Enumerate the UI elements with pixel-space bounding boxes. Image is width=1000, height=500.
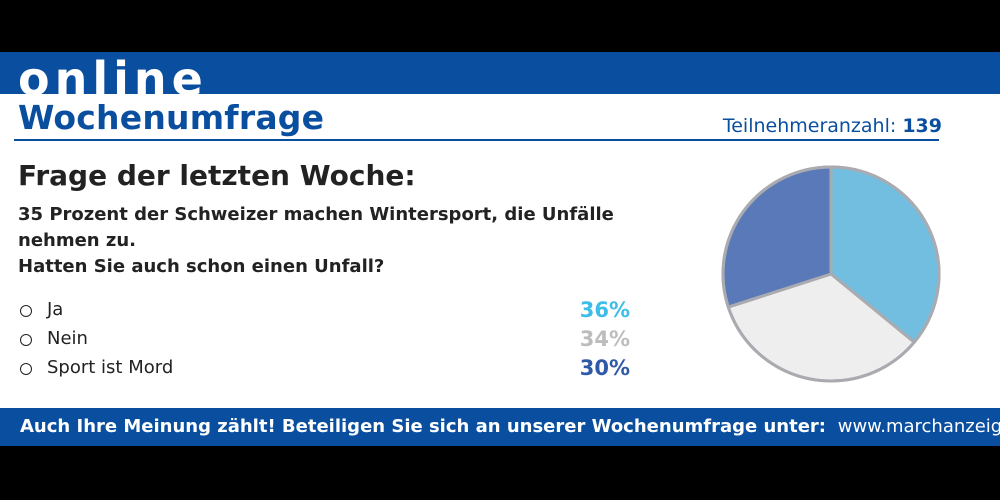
question-text: 35 Prozent der Schweizer machen Wintersp…: [18, 202, 698, 280]
pie-outline: [721, 165, 941, 383]
participants-label: Teilnehmeranzahl:: [722, 115, 897, 137]
radio-button-icon[interactable]: [20, 363, 32, 375]
poll-options: Ja 36% Nein 34% Sport ist Mord 30%: [18, 298, 630, 385]
option-row-ja[interactable]: Ja 36%: [18, 298, 630, 327]
footer-cta-text: Auch Ihre Meinung zählt! Beteiligen Sie …: [20, 416, 826, 437]
title-divider: [14, 139, 939, 141]
participants-counter: Teilnehmeranzahl: 139: [723, 114, 942, 138]
option-value-sport-ist-mord: 30%: [579, 356, 630, 380]
option-row-sport-ist-mord[interactable]: Sport ist Mord 30%: [18, 356, 630, 385]
poll-panel: online Wochenumfrage Teilnehmeranzahl: 1…: [0, 52, 1000, 446]
option-label-ja: Ja: [47, 299, 64, 320]
option-value-ja: 36%: [579, 298, 630, 322]
footer-call-to-action: Auch Ihre Meinung zählt! Beteiligen Sie …: [20, 414, 1000, 440]
pie-chart: [721, 165, 941, 383]
question-heading: Frage der letzten Woche:: [18, 159, 416, 192]
participants-count: 139: [902, 115, 942, 137]
option-row-nein[interactable]: Nein 34%: [18, 327, 630, 356]
radio-button-icon[interactable]: [20, 334, 32, 346]
brand-online: online: [18, 52, 208, 106]
option-label-sport-ist-mord: Sport ist Mord: [47, 357, 174, 378]
footer-url-link[interactable]: www.marchanzeig: [837, 416, 1000, 437]
top-brand-bar: [0, 52, 1000, 94]
radio-button-icon[interactable]: [20, 305, 32, 317]
option-label-nein: Nein: [47, 328, 88, 349]
option-value-nein: 34%: [579, 327, 630, 351]
page-title: Wochenumfrage: [18, 98, 325, 137]
footer-bar: Auch Ihre Meinung zählt! Beteiligen Sie …: [0, 408, 1000, 446]
question-line-1: 35 Prozent der Schweizer machen Wintersp…: [18, 204, 614, 251]
question-line-2: Hatten Sie auch schon einen Unfall?: [18, 256, 385, 277]
